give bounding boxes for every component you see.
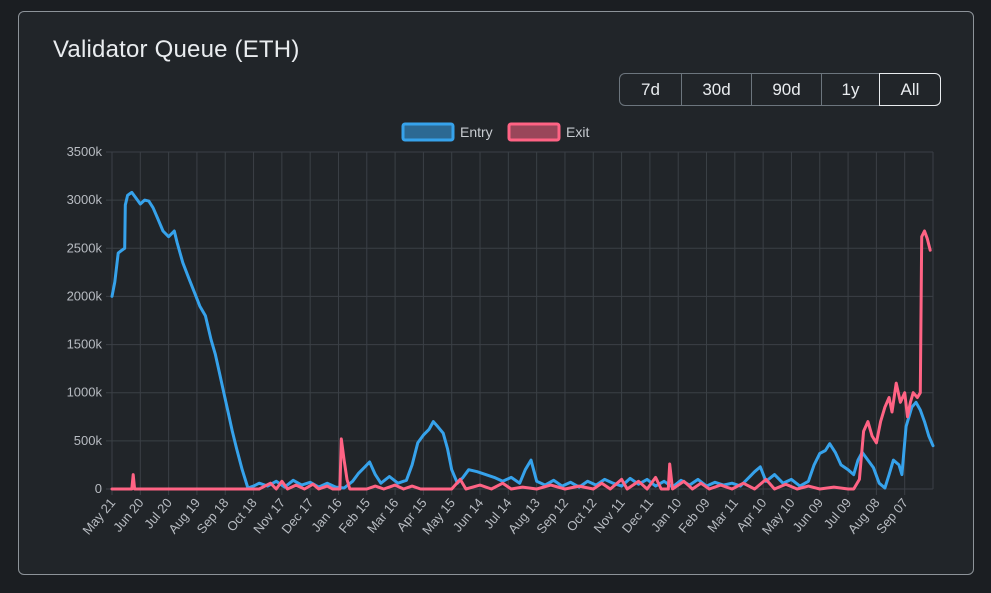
x-tick-label: May 21	[79, 495, 118, 537]
y-tick-label: 0	[95, 481, 102, 496]
x-tick-label: Dec 17	[278, 495, 316, 536]
legend-label-exit: Exit	[566, 124, 589, 140]
series-line-exit	[110, 229, 932, 491]
y-tick-label: 1500k	[67, 337, 103, 352]
time-range-selector: 7d 30d 90d 1y All	[619, 73, 941, 106]
x-tick-label: Sep 07	[873, 495, 911, 536]
x-tick-label: Mar 16	[364, 495, 402, 536]
page-title: Validator Queue (ETH)	[53, 36, 300, 63]
y-tick-label: 2000k	[67, 288, 103, 303]
legend: Entry Exit	[401, 122, 589, 142]
x-tick-label: Jun 14	[450, 495, 487, 535]
series-lines	[110, 190, 935, 491]
x-tick-label: Jun 20	[110, 495, 147, 535]
y-tick-label: 2500k	[67, 240, 103, 255]
grid-lines	[106, 151, 934, 495]
y-tick-label: 3000k	[67, 192, 103, 207]
x-tick-label: Dec 11	[619, 495, 656, 535]
y-axis: 0 500k 1000k 1500k 2000k 2500k 3000k 3500k	[67, 144, 103, 496]
legend-swatch-exit	[507, 122, 561, 142]
legend-swatch-entry	[401, 122, 455, 142]
y-tick-label: 500k	[74, 433, 103, 448]
chart-card: Validator Queue (ETH) 7d 30d 90d 1y All	[18, 11, 974, 575]
x-tick-label: Jun 09	[789, 495, 826, 535]
x-tick-label: Sep 18	[194, 495, 232, 536]
x-tick-label: Sep 12	[533, 495, 571, 536]
legend-label-entry: Entry	[460, 124, 493, 140]
y-tick-label: 3500k	[67, 144, 103, 159]
x-tick-label: Mar 11	[704, 495, 741, 535]
x-tick-label: Feb 09	[675, 495, 713, 536]
series-line-entry	[110, 190, 935, 490]
y-tick-label: 1000k	[67, 385, 103, 400]
range-all-button[interactable]: All	[879, 73, 941, 106]
